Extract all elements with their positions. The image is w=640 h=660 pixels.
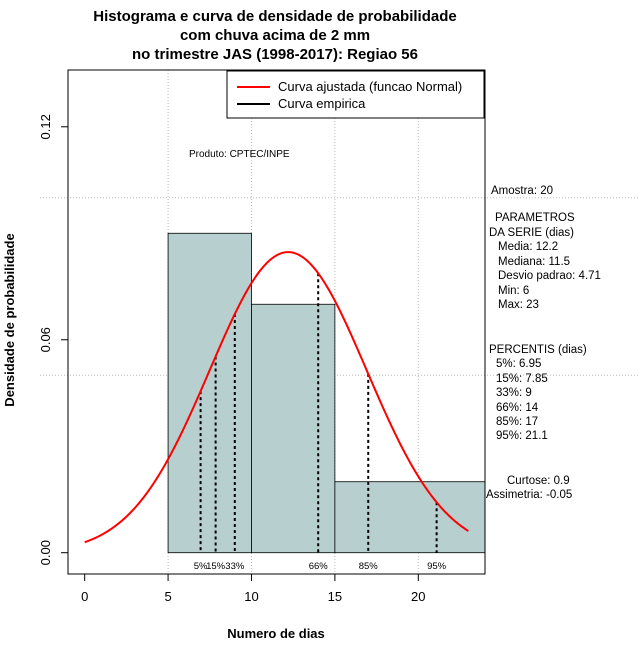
series-statistics: Amostra: 20 PARAMETROS DA SERIE (dias) Medi… <box>486 185 601 501</box>
stat-line: Media: 12.2 <box>498 241 558 253</box>
stat-line: Min: 6 <box>498 285 529 297</box>
stat-line: 95%: 21.1 <box>496 430 548 442</box>
stat-line: Amostra: 20 <box>491 185 553 197</box>
histogram-bar <box>167 232 252 554</box>
stat-line: 66%: 14 <box>496 402 539 414</box>
legend-box <box>226 70 485 119</box>
product-note: Produto: CPTEC/INPE <box>189 149 290 160</box>
x-tick-label: 15 <box>328 589 342 604</box>
title-line-3: no trimestre JAS (1998-2017): Regiao 56 <box>132 46 418 63</box>
stat-line: PARAMETROS <box>495 212 575 224</box>
x-axis-title: Numero de dias <box>227 626 325 641</box>
stat-line: Max: 23 <box>498 299 539 311</box>
legend: Curva ajustada (funcao Normal) Curva emp… <box>226 70 485 119</box>
title-line-2: com chuva acima de 2 mm <box>180 27 370 44</box>
x-tick-label: 20 <box>411 589 425 604</box>
legend-label-empirical: Curva empirica <box>278 96 366 111</box>
legend-label-fitted: Curva ajustada (funcao Normal) <box>278 79 462 94</box>
percentile-label: 66% <box>309 561 329 572</box>
stat-line: Mediana: 11.5 <box>498 256 570 268</box>
chart-title: Histograma e curva de densidade de proba… <box>93 8 456 63</box>
stat-line: PERCENTIS (dias) <box>489 344 587 356</box>
percentile-label: 33% <box>225 561 245 572</box>
percentile-label: 85% <box>359 561 379 572</box>
stat-line: Assimetria: -0.05 <box>486 489 572 501</box>
y-tick-label: 0.12 <box>38 114 53 139</box>
y-tick-label: 0.06 <box>38 327 53 352</box>
y-axis: 0.00 0.06 0.12 <box>38 114 69 565</box>
histogram-bar <box>251 303 336 554</box>
stat-line: Curtose: 0.9 <box>507 475 570 487</box>
histogram-bars <box>167 232 486 554</box>
x-axis: 0 5 10 15 20 <box>81 573 426 604</box>
percentile-label: 15% <box>206 561 226 572</box>
y-tick-label: 0.00 <box>38 540 53 565</box>
histogram-bar <box>334 481 486 554</box>
stat-line: Desvio padrao: 4.71 <box>498 270 601 282</box>
stat-line: 85%: 17 <box>496 416 538 428</box>
stat-line: DA SERIE (dias) <box>489 227 574 239</box>
y-axis-title: Densidade de probabilidade <box>2 233 17 406</box>
x-tick-label: 10 <box>244 589 258 604</box>
x-tick-label: 5 <box>164 589 171 604</box>
title-line-1: Histograma e curva de densidade de proba… <box>93 8 456 25</box>
stat-line: 5%: 6.95 <box>496 358 541 370</box>
percentile-lines: 5%15% 33% 66% 85% 95% <box>194 273 447 572</box>
stat-line: 33%: 9 <box>496 387 532 399</box>
percentile-label: 95% <box>427 561 447 572</box>
normal-curve <box>84 251 469 544</box>
percentile-label: 5% <box>194 561 208 572</box>
x-tick-label: 0 <box>81 589 88 604</box>
stat-line: 15%: 7.85 <box>496 373 548 385</box>
